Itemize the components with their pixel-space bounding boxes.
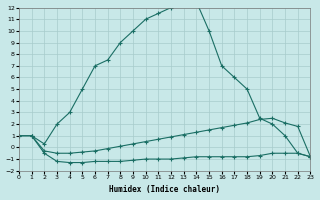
X-axis label: Humidex (Indice chaleur): Humidex (Indice chaleur) (109, 185, 220, 194)
